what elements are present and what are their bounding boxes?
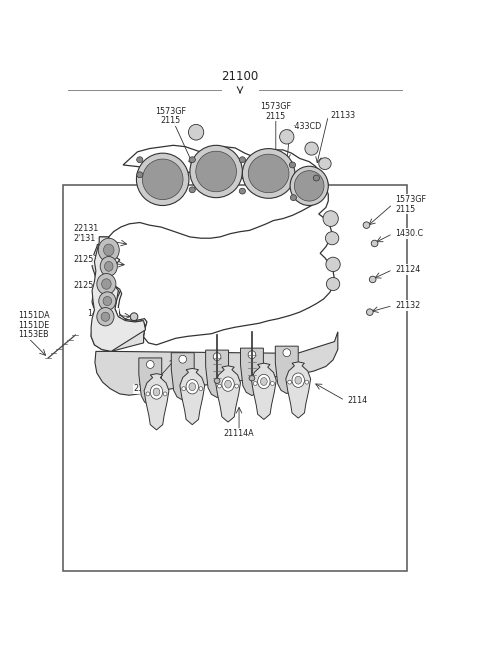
Ellipse shape [290,166,328,206]
Ellipse shape [98,238,119,261]
Polygon shape [91,237,145,351]
Ellipse shape [104,244,114,256]
Ellipse shape [137,157,143,163]
Ellipse shape [136,153,189,206]
Text: ·433CD: ·433CD [292,122,322,131]
Polygon shape [180,369,204,424]
Text: 22131
2'131: 22131 2'131 [73,224,98,243]
Text: 1433CA: 1433CA [87,309,119,318]
Text: 21252A: 21252A [134,384,165,393]
Ellipse shape [130,313,138,321]
Ellipse shape [150,385,163,399]
Ellipse shape [97,273,116,294]
Polygon shape [286,362,311,418]
Polygon shape [205,350,228,397]
Polygon shape [108,145,335,345]
Text: 21133: 21133 [331,112,356,120]
Ellipse shape [153,388,160,396]
Text: 21253A: 21253A [73,256,104,264]
Ellipse shape [326,257,340,271]
Ellipse shape [190,145,242,198]
Text: 21114A: 21114A [224,428,254,438]
Ellipse shape [366,309,373,315]
Ellipse shape [290,194,297,200]
Ellipse shape [294,171,324,201]
Polygon shape [216,366,240,422]
Ellipse shape [258,374,270,389]
Ellipse shape [271,382,275,386]
Ellipse shape [100,256,117,276]
Ellipse shape [217,384,221,388]
Ellipse shape [280,129,294,144]
Polygon shape [95,332,338,396]
Text: 2114: 2114 [348,396,368,405]
Ellipse shape [242,148,295,198]
Ellipse shape [253,382,257,386]
Ellipse shape [213,353,221,361]
Polygon shape [139,358,162,405]
Polygon shape [240,348,264,396]
Text: 21124: 21124 [395,265,420,274]
Ellipse shape [146,361,154,369]
Polygon shape [252,363,276,419]
Text: 1151DA
1151DE
1153EB: 1151DA 1151DE 1153EB [18,311,50,340]
Ellipse shape [325,232,339,245]
Ellipse shape [179,355,187,363]
Text: 21100: 21100 [221,70,259,83]
Ellipse shape [261,378,267,386]
Ellipse shape [369,276,376,283]
Ellipse shape [97,307,114,326]
Ellipse shape [305,142,318,155]
Ellipse shape [103,296,112,306]
Text: 1573GF
2115: 1573GF 2115 [156,106,186,125]
Bar [63,185,407,570]
Ellipse shape [189,187,195,193]
Ellipse shape [143,159,183,200]
Ellipse shape [214,378,220,384]
Ellipse shape [196,151,237,192]
Ellipse shape [289,162,296,168]
Ellipse shape [199,387,203,391]
Ellipse shape [189,383,196,391]
Ellipse shape [249,376,255,381]
Ellipse shape [222,377,234,392]
Polygon shape [171,353,194,400]
Ellipse shape [235,384,239,388]
Ellipse shape [248,351,256,359]
Ellipse shape [305,380,309,384]
Ellipse shape [99,292,116,310]
Text: 21251A: 21251A [73,281,104,290]
Text: 1430.C: 1430.C [395,229,423,238]
Ellipse shape [363,222,370,229]
Ellipse shape [102,279,111,289]
Ellipse shape [283,349,290,357]
Polygon shape [91,237,145,351]
Text: 1573GF
2115: 1573GF 2115 [260,102,291,121]
Ellipse shape [189,157,195,163]
Ellipse shape [186,380,199,394]
Ellipse shape [225,380,231,388]
Ellipse shape [182,387,186,391]
Ellipse shape [292,373,304,388]
Ellipse shape [146,392,150,396]
Ellipse shape [319,158,331,170]
Ellipse shape [323,211,338,227]
Ellipse shape [189,124,204,140]
Ellipse shape [101,312,110,321]
Ellipse shape [313,175,320,181]
Polygon shape [144,374,169,430]
Ellipse shape [326,277,340,290]
Ellipse shape [105,261,113,271]
Ellipse shape [371,240,378,247]
Ellipse shape [295,376,301,384]
Ellipse shape [240,157,245,163]
Ellipse shape [288,380,291,384]
Ellipse shape [163,392,167,396]
Ellipse shape [240,188,245,194]
Ellipse shape [248,154,289,193]
Text: 1573GF
2115: 1573GF 2115 [395,195,426,214]
Polygon shape [276,346,298,394]
Text: 21132: 21132 [395,301,420,310]
Ellipse shape [137,172,143,177]
